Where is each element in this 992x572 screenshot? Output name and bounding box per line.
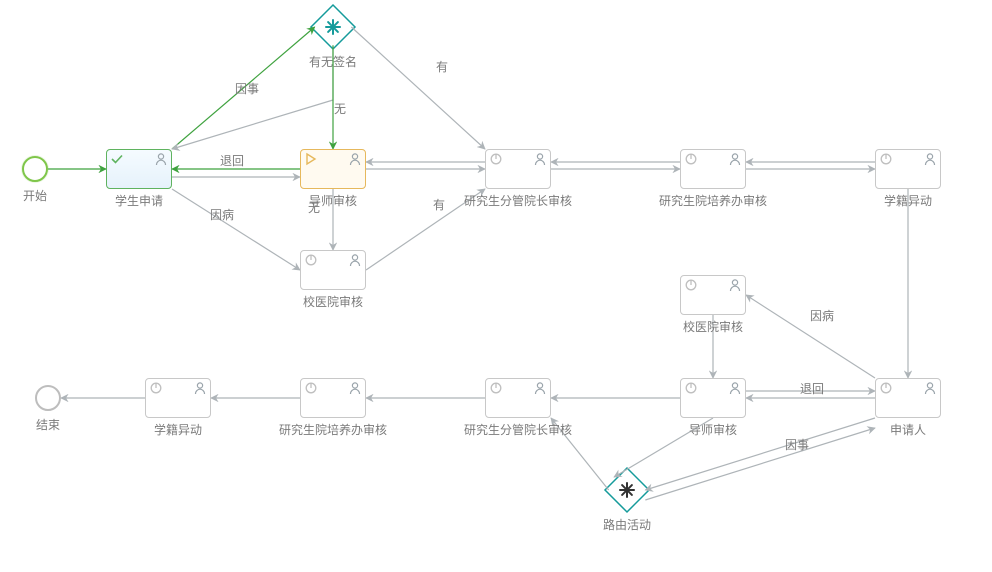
check-green-icon	[110, 152, 124, 166]
edge-label: 无	[334, 100, 346, 117]
task-label: 学籍异动	[848, 192, 968, 209]
task-label: 导师审核	[653, 421, 773, 438]
end-event[interactable]	[35, 385, 61, 411]
power-icon	[304, 253, 318, 267]
task-label: 校医院审核	[653, 318, 773, 335]
edge-label: 退回	[220, 152, 244, 169]
user-icon	[728, 278, 742, 292]
diagram-canvas: 开始结束有无签名路由活动学生申请导师审核研究生分管院长审核研究生院培养办审核学籍…	[0, 0, 992, 572]
power-icon	[684, 152, 698, 166]
task-label: 学生申请	[79, 192, 199, 209]
task-label: 研究生分管院长审核	[458, 421, 578, 438]
end-label: 结束	[18, 416, 78, 433]
power-icon	[149, 381, 163, 395]
power-icon	[684, 381, 698, 395]
user-icon	[348, 152, 362, 166]
gateway-gw_route[interactable]	[605, 468, 649, 512]
task-label: 申请人	[848, 421, 968, 438]
user-icon	[923, 381, 937, 395]
user-icon	[348, 253, 362, 267]
power-icon	[304, 381, 318, 395]
edge-label: 无	[308, 199, 320, 216]
power-icon	[684, 278, 698, 292]
task-label: 研究生分管院长审核	[458, 192, 578, 209]
edge-gw_sign-t_dean	[351, 27, 485, 149]
power-icon	[879, 152, 893, 166]
gateway-label: 有无签名	[283, 53, 383, 70]
edges-layer	[0, 0, 992, 572]
task-label: 校医院审核	[273, 293, 393, 310]
edge-label: 因病	[810, 307, 834, 324]
edge-label: 因病	[210, 206, 234, 223]
user-icon	[193, 381, 207, 395]
start-label: 开始	[5, 187, 65, 204]
user-icon	[923, 152, 937, 166]
edge-label: 有	[433, 196, 445, 213]
play-yellow-icon	[304, 152, 318, 166]
user-icon	[533, 152, 547, 166]
edge-label: 有	[436, 58, 448, 75]
task-label: 学籍异动	[118, 421, 238, 438]
edge-gw_route-b_applicant	[645, 428, 875, 500]
edge-label: 退回	[800, 380, 824, 397]
task-label: 研究生院培养办审核	[273, 421, 393, 438]
edge-label: 因事	[785, 436, 809, 453]
edge-label: 因事	[235, 80, 259, 97]
power-icon	[879, 381, 893, 395]
gateway-label: 路由活动	[577, 516, 677, 533]
task-label: 研究生院培养办审核	[653, 192, 773, 209]
user-icon	[348, 381, 362, 395]
start-event[interactable]	[22, 156, 48, 182]
user-icon	[728, 152, 742, 166]
power-icon	[489, 381, 503, 395]
power-icon	[489, 152, 503, 166]
gateway-gw_sign[interactable]	[311, 5, 355, 49]
task-label: 导师审核	[273, 192, 393, 209]
user-icon	[728, 381, 742, 395]
user-icon	[533, 381, 547, 395]
user-icon	[154, 152, 168, 166]
